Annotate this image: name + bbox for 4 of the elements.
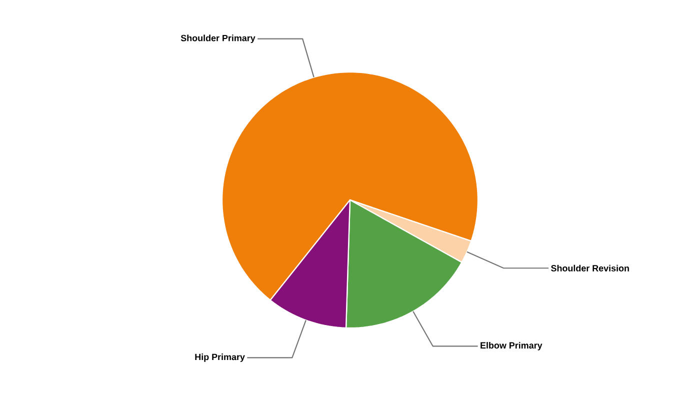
- slice-label: Shoulder Revision: [551, 264, 629, 272]
- slice-label: Elbow Primary: [480, 342, 542, 350]
- slice-label: Shoulder Primary: [180, 34, 256, 44]
- slice-label: Hip Primary: [195, 354, 245, 362]
